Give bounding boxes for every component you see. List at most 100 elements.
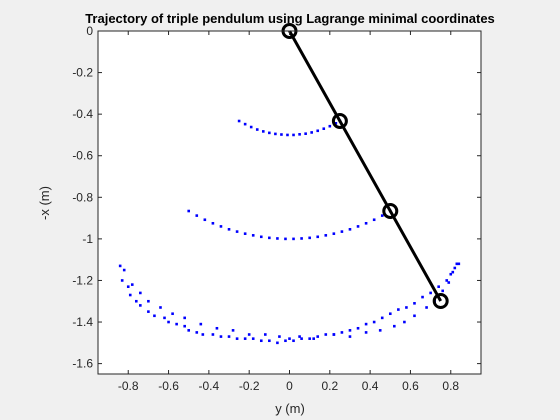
trajectory-point bbox=[340, 331, 344, 334]
trajectory-point bbox=[455, 262, 459, 266]
trajectory-point bbox=[457, 262, 461, 266]
trajectory-point bbox=[397, 308, 400, 311]
trajectory-point bbox=[167, 320, 170, 324]
trajectory-point bbox=[237, 119, 241, 123]
x-tick-label: -0.4 bbox=[199, 379, 220, 393]
trajectory-point bbox=[372, 320, 376, 324]
trajectory-point bbox=[147, 310, 150, 313]
y-tick-label: -1 bbox=[82, 232, 93, 246]
x-tick-label: -0.2 bbox=[239, 379, 260, 393]
trajectory-point bbox=[227, 228, 231, 231]
trajectory-point bbox=[175, 322, 178, 326]
trajectory-point bbox=[298, 133, 301, 136]
trajectory-point bbox=[195, 331, 199, 334]
trajectory-point bbox=[247, 333, 251, 336]
trajectory-point bbox=[348, 329, 352, 332]
trajectory-point bbox=[292, 339, 295, 343]
trajectory-point bbox=[284, 339, 287, 343]
trajectory-point bbox=[278, 335, 281, 338]
trajectory-point bbox=[276, 341, 279, 345]
trajectory-point bbox=[211, 333, 215, 336]
x-tick-label: 0.8 bbox=[442, 379, 459, 393]
trajectory-point bbox=[348, 335, 352, 338]
trajectory-point bbox=[405, 306, 408, 309]
trajectory-point bbox=[183, 316, 186, 320]
trajectory-point bbox=[219, 335, 223, 338]
x-tick-label: -0.6 bbox=[158, 379, 179, 393]
trajectory-point bbox=[264, 333, 267, 336]
trajectory-point bbox=[298, 335, 301, 338]
x-tick-label: 0.4 bbox=[362, 379, 379, 393]
trajectory-point bbox=[231, 329, 235, 332]
y-tick-label: -1.4 bbox=[72, 315, 93, 329]
trajectory-series-1 bbox=[237, 119, 342, 137]
trajectory-point bbox=[340, 230, 344, 233]
trajectory-point bbox=[219, 225, 223, 228]
trajectory-point bbox=[286, 133, 289, 137]
trajectory-point bbox=[425, 306, 428, 309]
y-tick-label: -0.2 bbox=[72, 66, 93, 80]
trajectory-point bbox=[251, 234, 255, 237]
trajectory-point bbox=[120, 279, 124, 282]
y-tick-label: -1.2 bbox=[72, 273, 93, 287]
trajectory-point bbox=[429, 291, 432, 295]
trajectory-point bbox=[292, 237, 295, 241]
trajectory-point bbox=[199, 322, 203, 326]
trajectory-point bbox=[413, 314, 416, 318]
trajectory-point bbox=[261, 130, 265, 133]
trajectory-point bbox=[364, 322, 368, 326]
y-tick-label: -0.4 bbox=[72, 107, 93, 121]
trajectory-point bbox=[255, 128, 259, 131]
trajectory-series-2 bbox=[187, 209, 392, 241]
x-axis-label: y (m) bbox=[275, 401, 305, 416]
trajectory-point bbox=[183, 324, 186, 328]
trajectory-point bbox=[280, 133, 283, 136]
trajectory-point bbox=[378, 329, 382, 332]
trajectory-point bbox=[128, 293, 132, 297]
chart-title: Trajectory of triple pendulum using Lagr… bbox=[85, 11, 495, 26]
trajectory-point bbox=[118, 264, 122, 268]
y-axis-ticks: 0 -0.2 -0.4 -0.6 -0.8 -1 -1.2 -1.4 -1.6 bbox=[72, 24, 481, 371]
pendulum-joint bbox=[331, 113, 348, 130]
trajectory-point bbox=[324, 234, 328, 237]
trajectory-point bbox=[126, 285, 130, 288]
trajectory-point bbox=[372, 218, 376, 222]
trajectory-point bbox=[251, 337, 255, 340]
trajectory-point bbox=[171, 312, 174, 316]
trajectory-point bbox=[215, 326, 219, 330]
trajectory-point bbox=[449, 272, 453, 276]
trajectory-point bbox=[413, 302, 416, 305]
trajectory-point bbox=[187, 329, 191, 332]
trajectory-point bbox=[300, 237, 303, 240]
trajectory-point bbox=[356, 225, 360, 228]
trajectory-point bbox=[268, 339, 271, 343]
trajectory-point bbox=[259, 235, 263, 239]
trajectory-point bbox=[380, 316, 384, 320]
trajectory-point bbox=[195, 214, 199, 217]
trajectory-point bbox=[308, 337, 311, 340]
trajectory-point bbox=[147, 299, 150, 303]
trajectory-point bbox=[159, 306, 162, 309]
trajectory-point bbox=[316, 335, 320, 338]
trajectory-point bbox=[122, 268, 126, 272]
trajectory-point bbox=[300, 337, 303, 340]
trajectory-point bbox=[310, 131, 313, 134]
trajectory-point bbox=[334, 122, 338, 125]
trajectory-point bbox=[243, 122, 247, 126]
trajectory-point bbox=[276, 237, 279, 240]
trajectory-point bbox=[332, 333, 336, 336]
trajectory-series-3 bbox=[118, 262, 461, 345]
trajectory-point bbox=[451, 270, 455, 274]
trajectory-point bbox=[130, 283, 134, 286]
x-tick-label: 0 bbox=[286, 379, 293, 393]
trajectory-point bbox=[322, 127, 326, 130]
trajectory-point bbox=[203, 218, 207, 222]
trajectory-point bbox=[235, 230, 239, 233]
trajectory-point bbox=[201, 333, 205, 336]
trajectory-point bbox=[211, 221, 215, 225]
trajectory-point bbox=[393, 324, 396, 328]
trajectory-point bbox=[249, 125, 253, 129]
trajectory-point bbox=[356, 326, 360, 330]
trajectory-point bbox=[364, 221, 368, 225]
trajectory-point bbox=[139, 291, 142, 295]
